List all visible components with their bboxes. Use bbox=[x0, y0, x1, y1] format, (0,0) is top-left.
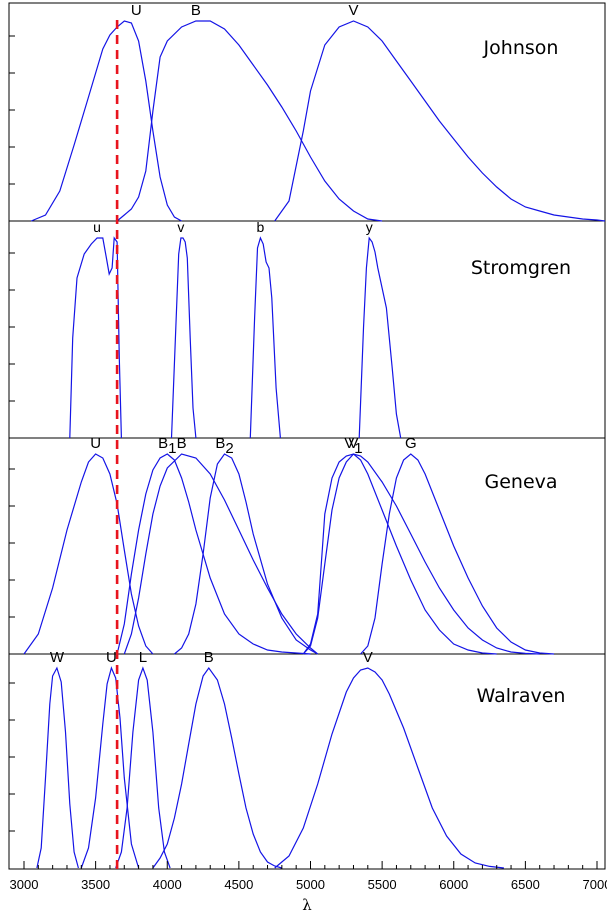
filter-labels: U B Vu v b yU B1 B B2 V1V GW U L B V bbox=[50, 2, 417, 666]
filter-label: v bbox=[177, 219, 184, 235]
filter-curve-u bbox=[80, 666, 140, 869]
filter-curve-g bbox=[360, 453, 555, 655]
filter-curves bbox=[23, 20, 606, 869]
filter-curve-v bbox=[302, 453, 540, 655]
filter-curve-l bbox=[115, 666, 171, 869]
filter-label: y bbox=[366, 219, 373, 235]
filter-curve-u bbox=[69, 236, 122, 439]
x-tick-label: 4500 bbox=[224, 877, 253, 892]
filter-curve-v bbox=[274, 667, 504, 869]
filter-label-subscript: 1 bbox=[168, 440, 176, 457]
x-tick-label: 4000 bbox=[153, 877, 182, 892]
filter-label: B2 bbox=[215, 435, 233, 457]
x-tick-label: 7000 bbox=[583, 877, 607, 892]
filter-curve-y bbox=[358, 236, 402, 439]
filter-label: B bbox=[204, 649, 214, 666]
x-tick-label: 5500 bbox=[368, 877, 397, 892]
filter-curve-b_1 bbox=[116, 453, 311, 655]
filter-label: B bbox=[191, 2, 201, 19]
panel-title: Stromgren bbox=[471, 257, 571, 279]
filter-label: V bbox=[348, 2, 358, 19]
filter-curve-b bbox=[123, 453, 319, 655]
filter-curve-v bbox=[274, 20, 606, 222]
x-axis-label: λ bbox=[302, 896, 312, 914]
filter-curve-u bbox=[23, 453, 154, 655]
filter-label: U bbox=[106, 649, 117, 666]
filter-label: B1 bbox=[158, 435, 176, 457]
x-ticks: 3000 3500 4000 4500 5000 5500 6000 6500 7000 bbox=[10, 861, 607, 892]
filter-label: L bbox=[139, 649, 147, 666]
filter-label: u bbox=[93, 219, 101, 235]
x-tick-label: 3500 bbox=[81, 877, 110, 892]
filter-label: V bbox=[348, 435, 358, 452]
filter-curve-b_2 bbox=[174, 453, 318, 655]
x-tick-label: 5000 bbox=[296, 877, 325, 892]
filter-curve-b bbox=[116, 20, 383, 222]
panel-title: Walraven bbox=[477, 685, 566, 707]
filter-curve-w bbox=[36, 666, 79, 869]
filter-label: V1 bbox=[344, 435, 362, 457]
filter-curve-v_1 bbox=[302, 453, 497, 655]
panel-titles: Johnson Stromgren Geneva Walraven bbox=[471, 37, 571, 707]
x-tick-label: 6000 bbox=[439, 877, 468, 892]
filter-label: U bbox=[131, 2, 142, 19]
panel-title: Johnson bbox=[483, 37, 559, 59]
filter-curve-b bbox=[152, 666, 282, 869]
filter-label: b bbox=[256, 219, 264, 235]
filter-curve-b bbox=[249, 236, 281, 439]
filter-label: V bbox=[363, 649, 373, 666]
plot-frame bbox=[8, 2, 606, 870]
filter-label: U bbox=[90, 435, 101, 452]
filter-label: G bbox=[405, 435, 417, 452]
filter-curve-v bbox=[170, 237, 197, 439]
x-tick-label: 3000 bbox=[10, 877, 39, 892]
panel-title: Geneva bbox=[484, 471, 557, 493]
y-ticks bbox=[9, 35, 15, 832]
filter-label: B bbox=[177, 435, 187, 452]
filter-curve-u bbox=[30, 20, 182, 222]
filter-label-subscript: 1 bbox=[354, 440, 362, 457]
x-tick-label: 6500 bbox=[511, 877, 540, 892]
filter-label-subscript: 2 bbox=[225, 440, 233, 457]
filter-label: W bbox=[50, 649, 65, 666]
